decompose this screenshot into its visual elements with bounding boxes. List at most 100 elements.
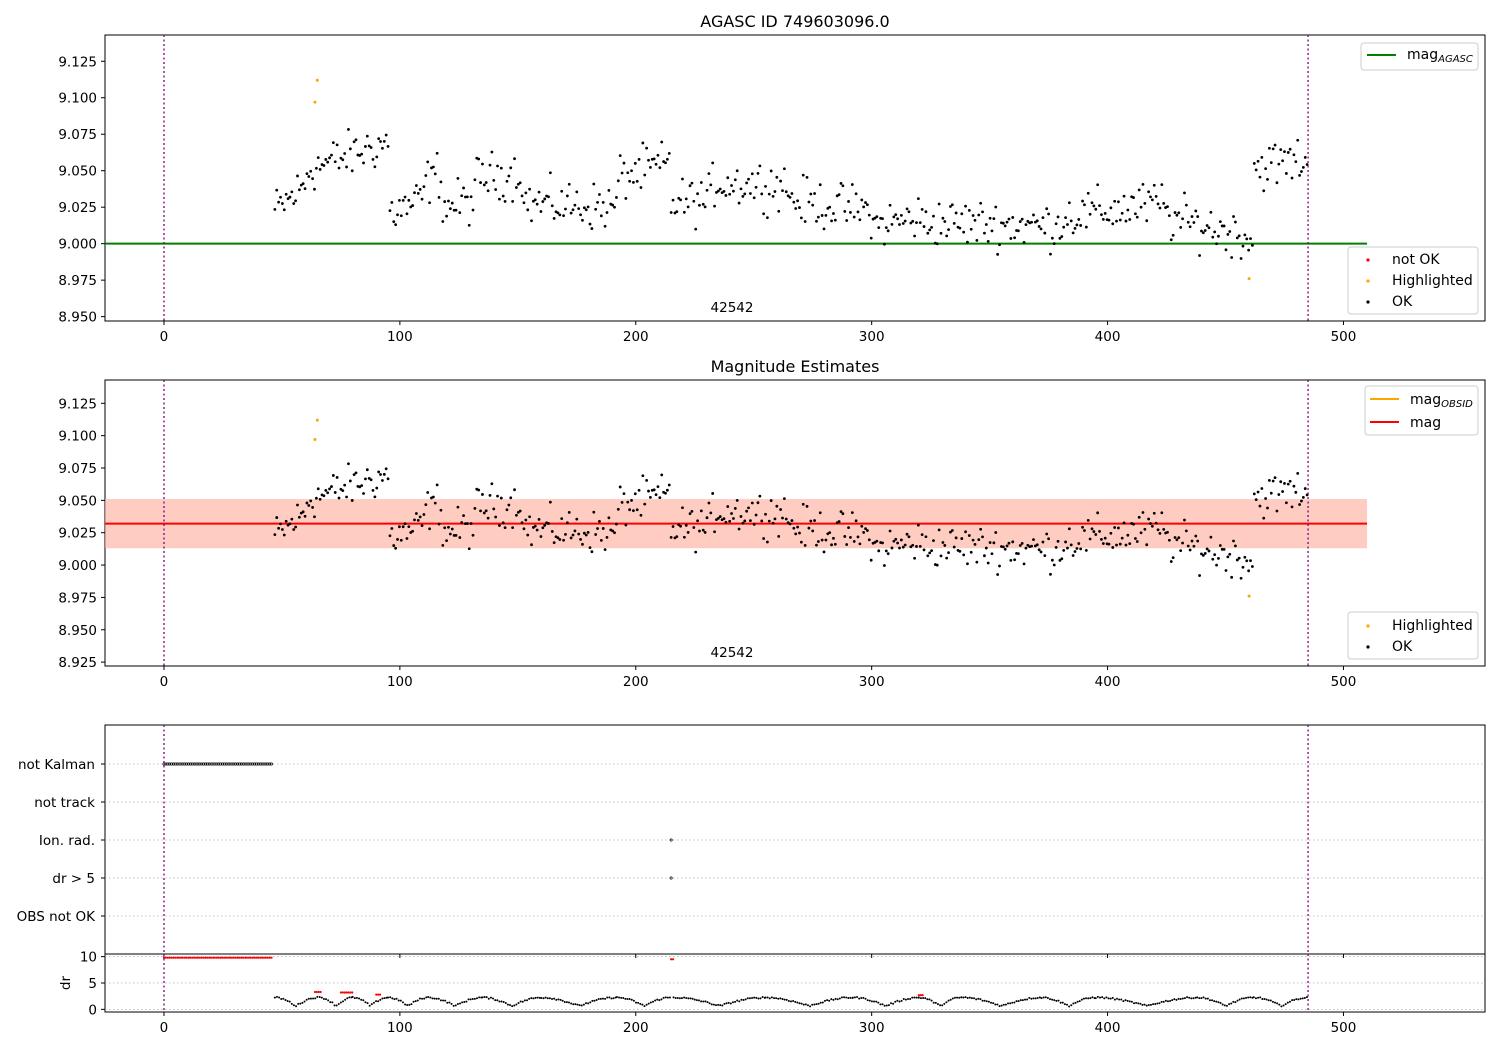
ok-point	[711, 161, 715, 165]
dr-point	[714, 1004, 717, 1007]
dr-point	[1169, 999, 1172, 1002]
dr-point	[695, 999, 698, 1002]
ok-point	[396, 213, 399, 217]
dr-point	[530, 997, 533, 1000]
dr-point	[423, 997, 426, 1000]
ok-point	[1211, 557, 1215, 561]
ok-point	[1079, 224, 1083, 227]
dr-point	[620, 996, 623, 999]
dr-point	[1007, 1002, 1010, 1005]
dr-point	[1160, 1000, 1163, 1003]
ok-point	[903, 543, 907, 547]
dr-point	[883, 1004, 886, 1007]
dr-red-point	[172, 956, 175, 959]
dr-point	[777, 997, 780, 1000]
dr-red-point	[349, 991, 352, 994]
dr-point	[597, 998, 600, 1001]
ok-point	[620, 501, 624, 504]
dr-red-point	[242, 956, 245, 959]
ok-point	[499, 496, 503, 500]
ok-point	[820, 538, 824, 542]
ok-point	[515, 513, 518, 517]
ok-point	[645, 146, 649, 150]
dr-red-point	[232, 956, 235, 959]
ok-point	[966, 240, 969, 244]
dr-point	[513, 1004, 516, 1007]
dr-point	[836, 998, 839, 1001]
flag-point	[669, 838, 673, 842]
dr-red-point	[177, 956, 181, 959]
dr-point	[351, 995, 354, 998]
dr-point	[1217, 1001, 1220, 1004]
ok-point	[488, 163, 492, 167]
dr-red-point	[193, 956, 196, 959]
dr-point	[975, 998, 978, 1001]
ok-point	[635, 179, 639, 183]
ok-point	[1126, 533, 1130, 537]
dr-point	[305, 998, 308, 1001]
ok-point	[781, 189, 784, 193]
ok-point	[950, 529, 954, 532]
ok-point	[926, 231, 930, 235]
ok-point	[511, 200, 515, 203]
ok-point	[431, 165, 435, 169]
ok-point	[705, 188, 709, 192]
ok-point	[1047, 537, 1050, 541]
ok-point	[1226, 233, 1230, 236]
ok-point	[713, 530, 716, 534]
dr-point	[697, 999, 700, 1002]
dr-point	[860, 996, 863, 999]
ok-point	[486, 189, 490, 193]
ok-point	[422, 185, 426, 189]
ok-point	[316, 156, 320, 160]
ok-point	[1020, 217, 1024, 221]
ok-point	[677, 523, 681, 527]
ok-point	[441, 220, 445, 223]
ok-point	[365, 468, 369, 472]
ok-point	[809, 192, 813, 196]
ok-point	[784, 190, 788, 194]
ok-point	[507, 503, 511, 507]
ok-point	[696, 519, 699, 523]
dr-point	[591, 999, 594, 1002]
ok-point	[550, 204, 554, 208]
dr-red-point	[921, 994, 924, 997]
ok-point	[314, 166, 318, 170]
ok-point	[1124, 219, 1128, 223]
ok-point	[347, 128, 350, 131]
dr-point	[1032, 997, 1035, 1000]
ok-point	[854, 192, 858, 196]
ok-point	[667, 151, 671, 155]
plot-frame	[104, 724, 1486, 955]
ok-point	[799, 216, 803, 220]
ok-point	[635, 508, 639, 512]
ok-point	[584, 208, 588, 212]
ok-point	[407, 525, 411, 529]
dr-point	[1208, 999, 1211, 1002]
dr-point	[1002, 1003, 1005, 1006]
ok-point	[1011, 540, 1015, 544]
ok-point	[682, 210, 686, 214]
dr-point	[890, 1002, 893, 1005]
ok-point	[1188, 548, 1192, 552]
ok-point	[1192, 221, 1196, 224]
y-tick-label: 8.950	[58, 623, 97, 639]
ok-point	[599, 214, 603, 218]
dr-point	[391, 997, 394, 1000]
ok-point	[1050, 558, 1054, 562]
ok-point	[613, 531, 616, 535]
ok-point	[307, 175, 311, 178]
dr-point	[932, 1001, 935, 1004]
dr-point	[1171, 999, 1174, 1002]
dr-point	[647, 1002, 650, 1005]
ok-point	[860, 524, 864, 528]
ok-point	[907, 535, 911, 539]
dr-point	[1280, 1005, 1283, 1008]
ok-point	[775, 504, 779, 508]
ok-point	[1122, 194, 1126, 198]
dr-point	[1173, 998, 1176, 1001]
agasc-line-legend: magAGASC	[1360, 42, 1479, 71]
dr-point	[1305, 996, 1308, 999]
ok-point	[996, 252, 1000, 256]
x-tick-label: 0	[160, 1020, 169, 1036]
